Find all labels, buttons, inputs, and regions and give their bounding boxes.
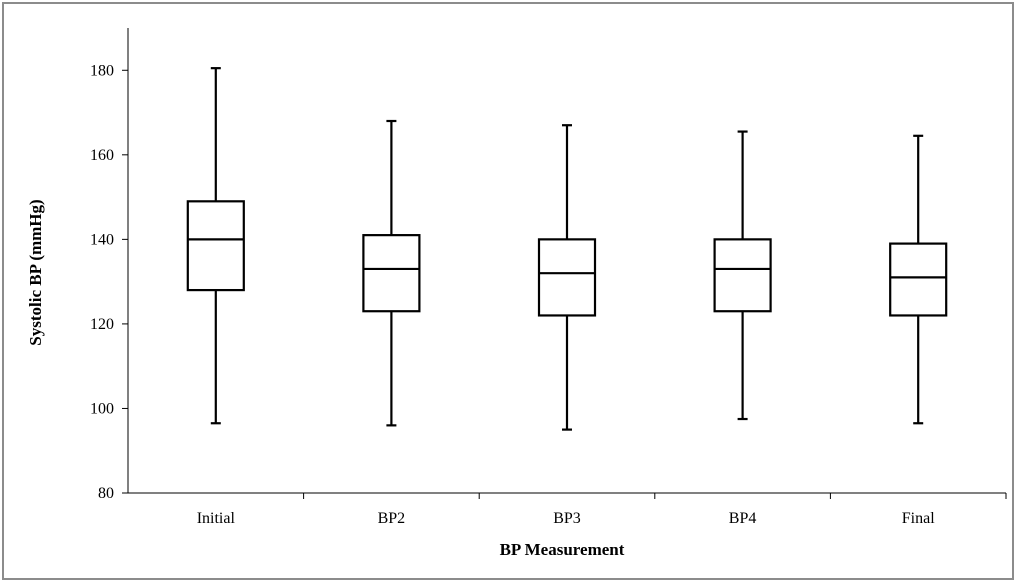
box-bp3 — [537, 124, 597, 431]
x-tick-label: BP3 — [553, 510, 581, 527]
x-tick-label: BP2 — [378, 510, 406, 527]
box-final — [889, 134, 948, 425]
x-axis-title: BP Measurement — [500, 540, 625, 559]
y-ticks: 80 100 120 140 160 180 — [90, 62, 128, 502]
iqr-box — [889, 242, 948, 317]
iqr-box — [362, 234, 421, 313]
y-tick-label: 160 — [90, 147, 114, 164]
y-tick-label: 100 — [90, 400, 114, 417]
x-tick-label: BP4 — [729, 510, 757, 527]
iqr-box — [186, 200, 245, 292]
x-tick-label: Initial — [197, 510, 236, 527]
y-tick-label: 180 — [90, 62, 114, 79]
axes — [127, 28, 1006, 494]
box-initial — [186, 67, 245, 425]
x-ticks: Initial BP2 BP3 BP4 Final — [197, 493, 1007, 527]
box-bp2 — [362, 119, 421, 427]
y-tick-label: 140 — [90, 231, 114, 248]
iqr-box — [713, 238, 772, 313]
y-tick-label: 120 — [90, 316, 114, 333]
y-tick-label: 80 — [98, 485, 114, 502]
y-axis-title: Systolic BP (mmHg) — [26, 199, 45, 345]
iqr-box — [537, 238, 597, 317]
boxes — [186, 67, 948, 431]
x-tick-label: Final — [902, 510, 935, 527]
box-bp4 — [713, 130, 772, 421]
